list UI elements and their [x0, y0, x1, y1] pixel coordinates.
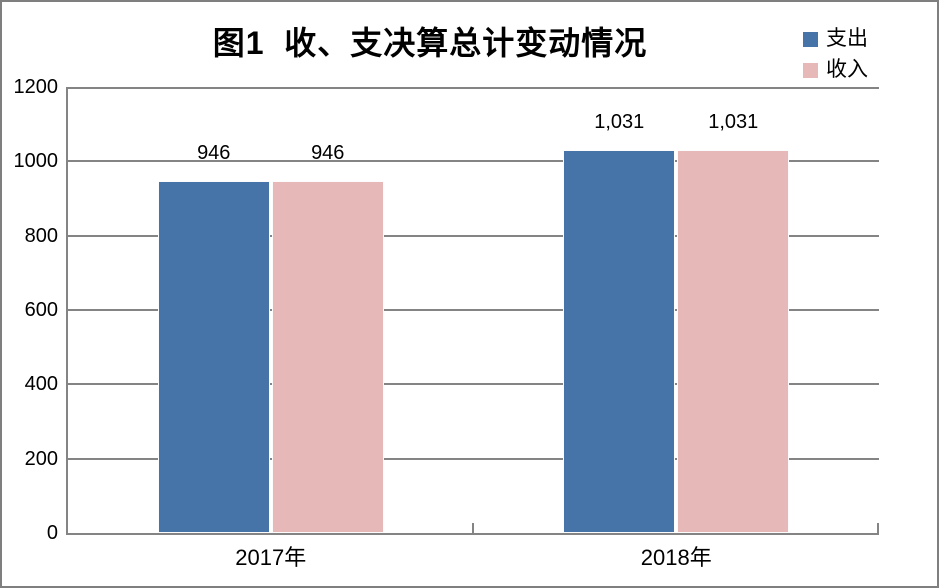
y-axis-tick-label: 1200: [13, 76, 59, 98]
bar-value-label: 1,031: [594, 110, 645, 133]
plot-area: 946 946 1,031 1,031: [66, 87, 879, 535]
gridline: [68, 87, 879, 89]
legend-item-expenditure: 支出: [803, 28, 868, 50]
y-axis-tick-label: 800: [24, 224, 58, 247]
y-axis-tick-label: 200: [24, 447, 58, 470]
gridline: [68, 309, 879, 311]
bar-value-label: 946: [311, 142, 345, 165]
legend-swatch-expenditure-icon: [803, 31, 818, 47]
category-axis-tick: [877, 523, 879, 533]
legend: 支出 收入: [803, 28, 868, 90]
x-axis-category-label: 2018年: [640, 545, 712, 570]
y-axis-tick-label: 600: [24, 299, 58, 321]
legend-label-income: 收入: [826, 58, 868, 81]
bar-expenditure-2017年: [157, 181, 270, 533]
bar-income-2017年: [271, 181, 384, 533]
legend-item-income: 收入: [803, 59, 868, 81]
gridline: [68, 457, 879, 460]
x-axis-line: [66, 533, 879, 535]
y-axis-line: [66, 87, 68, 535]
legend-label-expenditure: 支出: [826, 27, 868, 50]
bar-value-label: 1,031: [708, 110, 759, 133]
gridline: [68, 234, 879, 237]
bar-value-label: 946: [197, 142, 231, 165]
gridline: [68, 160, 879, 163]
bar-income-2018年: [677, 149, 790, 533]
category-axis-tick: [471, 523, 474, 533]
y-axis-tick-label: 400: [24, 373, 58, 396]
gridline: [68, 383, 879, 386]
x-axis-category-label: 2017年: [235, 545, 307, 570]
y-axis-tick-label: 0: [46, 522, 58, 544]
bar-expenditure-2018年: [563, 149, 676, 533]
legend-swatch-income-icon: [803, 62, 818, 78]
y-axis-tick-label: 1000: [13, 150, 59, 173]
chart-title: 图1 收、支决算总计变动情况: [212, 25, 648, 61]
